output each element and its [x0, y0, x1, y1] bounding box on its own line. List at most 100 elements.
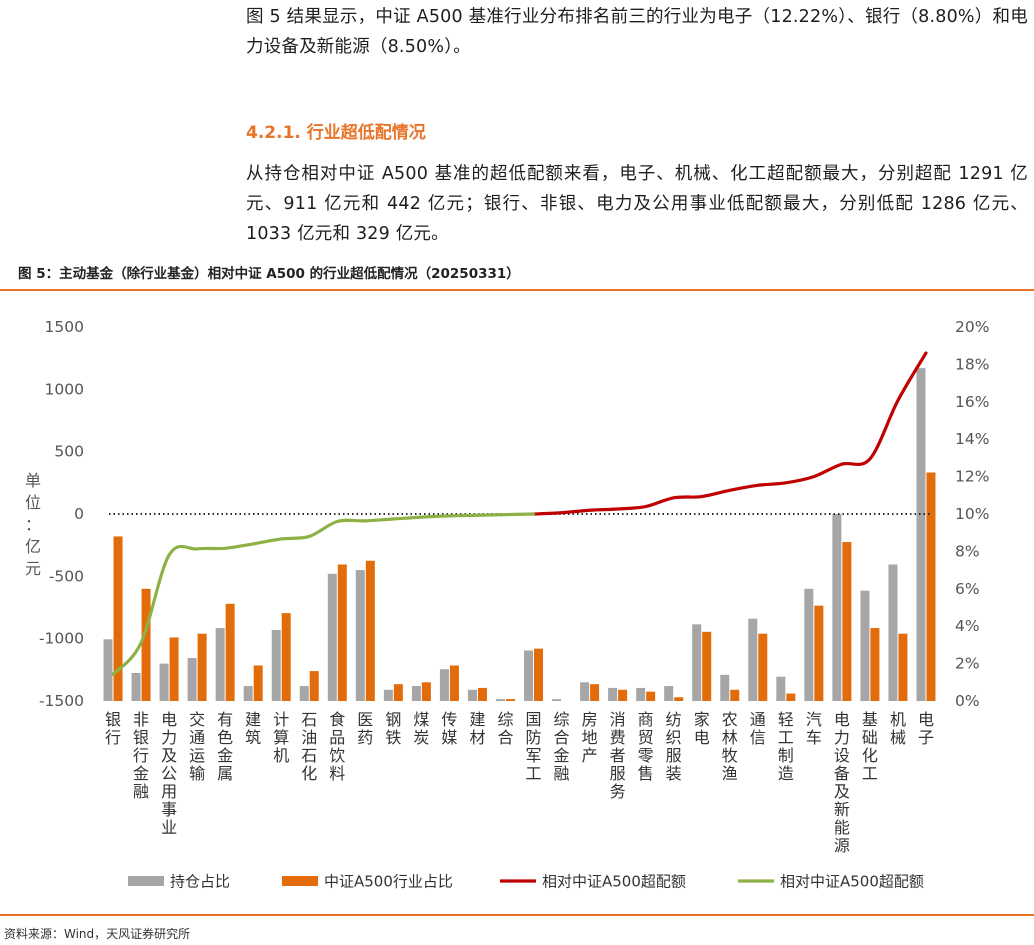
bar-index — [590, 684, 600, 701]
category-label: 银行 — [105, 710, 121, 747]
bar-holding — [552, 699, 562, 701]
category-char: 信 — [750, 728, 766, 747]
bar-holding — [243, 686, 253, 701]
bar-holding — [832, 514, 842, 701]
bar-index — [113, 536, 123, 701]
category-char: 业 — [161, 818, 177, 837]
category-char: 造 — [778, 764, 794, 783]
category-label: 综合 — [497, 710, 513, 747]
bars — [103, 368, 936, 701]
bar-index — [197, 633, 207, 701]
category-char: 食 — [329, 710, 345, 729]
bar-index — [281, 613, 291, 701]
bar-holding — [664, 686, 674, 701]
category-char: 筑 — [245, 728, 261, 747]
section-heading: 4.2.1. 行业超低配情况 — [246, 123, 426, 143]
bar-holding — [103, 639, 113, 701]
category-char: 行 — [133, 746, 149, 765]
bar-holding — [692, 624, 702, 701]
category-char: 械 — [890, 728, 906, 747]
body-paragraph: 从持仓相对中证 A500 基准的超低配额来看，电子、机械、化工超配额最大，分别超… — [246, 159, 1028, 249]
category-char: 色 — [217, 728, 233, 747]
category-label: 食品饮料 — [329, 710, 345, 783]
category-label: 交通运输 — [189, 710, 205, 783]
category-char: 商 — [638, 710, 654, 729]
category-char: 机 — [273, 746, 289, 765]
bar-holding — [159, 663, 169, 701]
category-char: 农 — [722, 710, 738, 729]
category-char: 装 — [666, 764, 682, 783]
bar-holding — [327, 573, 337, 701]
category-char: 础 — [862, 728, 878, 747]
chart: 1500 1000 500 0 -500 -1000 -1500 20% 18% 16% 14% 1… — [25, 318, 989, 891]
category-char: 综 — [554, 710, 570, 729]
bar-index — [758, 633, 768, 701]
figure-title: 图 5：主动基金（除行业基金）相对中证 A500 的行业超低配情况（202503… — [18, 266, 520, 282]
bar-index — [365, 560, 375, 701]
category-label: 房地产 — [582, 710, 598, 765]
bar-holding — [748, 618, 758, 701]
category-char: 运 — [189, 746, 205, 765]
category-char: 金 — [133, 764, 149, 783]
line-underweight — [111, 512, 536, 676]
category-char: 织 — [666, 728, 682, 747]
bar-holding — [860, 590, 870, 701]
y-axis-char: 单 — [25, 471, 41, 490]
category-char: 炭 — [413, 728, 429, 747]
y-axis-char: ： — [25, 515, 41, 534]
category-char: 力 — [161, 728, 177, 747]
source-note: 资料来源：Wind，天风证券研究所 — [4, 927, 191, 941]
category-label: 电力及公用事业 — [161, 710, 177, 837]
right-tick-label: 6% — [955, 580, 980, 598]
category-char: 务 — [610, 782, 626, 801]
category-char: 医 — [357, 710, 373, 729]
right-axis-ticks: 20% 18% 16% 14% 12% 10% 8% 6% 4% 2% 0% — [955, 318, 989, 710]
category-label: 农林牧渔 — [722, 710, 738, 783]
category-label: 计算机 — [273, 710, 289, 765]
bar-index — [477, 687, 487, 701]
category-char: 消 — [610, 710, 626, 729]
category-char: 油 — [301, 728, 317, 747]
category-char: 品 — [329, 728, 345, 747]
bar-holding — [467, 689, 477, 701]
category-label: 消费者服务 — [610, 710, 626, 801]
bar-holding — [776, 676, 786, 701]
category-char: 工 — [862, 764, 878, 783]
category-char: 钢 — [385, 710, 401, 729]
bar-holding — [888, 564, 898, 701]
bar-holding — [439, 669, 449, 701]
bar-index — [225, 603, 235, 701]
category-char: 房 — [582, 710, 598, 729]
bar-index — [842, 542, 852, 701]
bar-index — [646, 691, 656, 701]
category-char: 者 — [610, 746, 626, 765]
right-tick-label: 0% — [955, 692, 980, 710]
category-char: 家 — [694, 710, 710, 729]
category-label: 石油石化 — [301, 710, 317, 783]
category-char: 防 — [526, 728, 542, 747]
category-char: 电 — [694, 728, 710, 747]
category-label: 综合金融 — [554, 710, 570, 783]
left-tick-label: 1500 — [45, 318, 84, 336]
category-char: 石 — [301, 710, 317, 729]
category-char: 算 — [273, 728, 289, 747]
bar-index — [730, 689, 740, 701]
category-char: 电 — [834, 710, 850, 729]
bar-holding — [271, 629, 281, 701]
left-axis-ticks: 1500 1000 500 0 -500 -1000 -1500 — [39, 318, 84, 710]
bar-holding — [580, 682, 590, 701]
bar-holding — [636, 687, 646, 701]
legend-label: 持仓占比 — [170, 873, 230, 891]
category-char: 轻 — [778, 710, 794, 729]
y-axis-char: 元 — [25, 559, 41, 578]
bar-index — [814, 605, 824, 701]
category-label: 通信 — [750, 710, 766, 747]
category-char: 通 — [189, 728, 205, 747]
category-char: 化 — [301, 764, 317, 783]
y-axis-label: 单位 ： 亿元 — [25, 471, 41, 578]
category-char: 材 — [469, 728, 485, 747]
bar-holding — [131, 672, 141, 701]
category-char: 金 — [217, 746, 233, 765]
category-char: 饮 — [329, 746, 345, 765]
category-char: 车 — [806, 728, 822, 747]
